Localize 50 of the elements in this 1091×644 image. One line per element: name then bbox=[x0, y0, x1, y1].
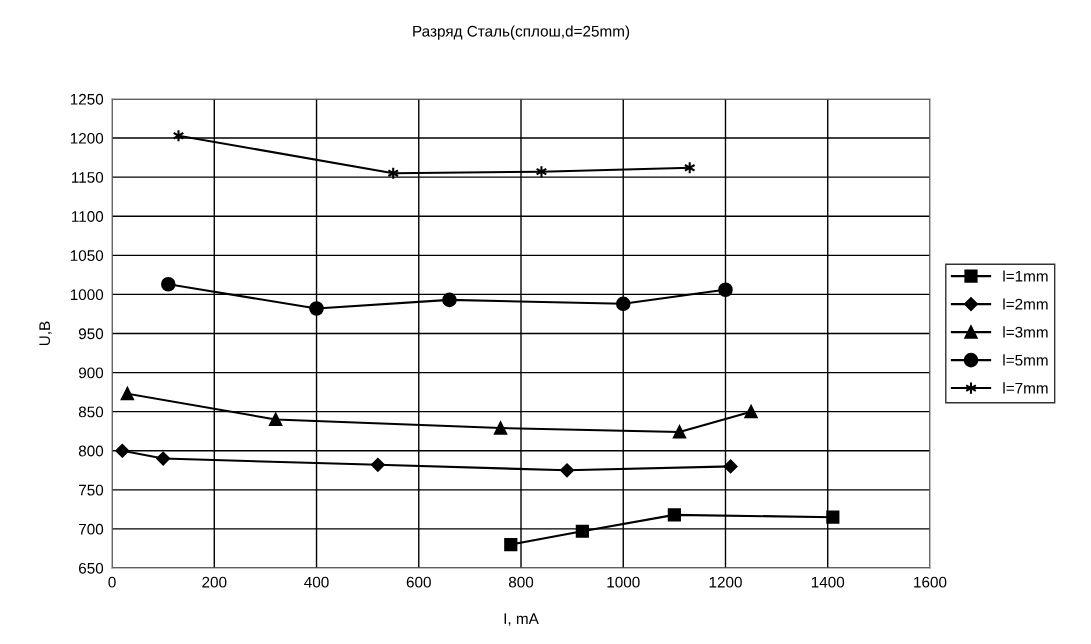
legend-label: l=2mm bbox=[1003, 298, 1048, 310]
y-tick-label: 1200 bbox=[70, 132, 104, 144]
point bbox=[370, 457, 385, 472]
point bbox=[269, 412, 283, 427]
point bbox=[672, 425, 687, 439]
x-tick-label: 400 bbox=[304, 576, 329, 588]
point bbox=[718, 282, 733, 298]
y-tick-label: 950 bbox=[78, 328, 104, 340]
point bbox=[172, 129, 185, 143]
point bbox=[723, 459, 738, 474]
legend-label: l=5mm bbox=[1003, 354, 1048, 366]
legend-label: l=1mm bbox=[1003, 270, 1048, 282]
x-tick-label: 1400 bbox=[811, 576, 845, 588]
point bbox=[504, 537, 518, 552]
y-tick-label: 850 bbox=[78, 406, 104, 418]
x-tick-label: 1200 bbox=[709, 576, 742, 588]
point bbox=[160, 276, 176, 292]
x-tick-label: 800 bbox=[508, 576, 534, 588]
y-tick-label: 1250 bbox=[70, 93, 104, 105]
legend-label: l=7mm bbox=[1003, 382, 1048, 394]
point bbox=[120, 387, 134, 401]
point bbox=[156, 451, 171, 466]
point bbox=[309, 301, 324, 316]
x-tick-label: 600 bbox=[406, 576, 431, 588]
point bbox=[442, 292, 457, 308]
y-tick-label: 1150 bbox=[72, 172, 104, 183]
x-axis-title: I, mA bbox=[504, 613, 539, 626]
y-tick-label: 1050 bbox=[70, 250, 104, 262]
legend-label: l=3mm bbox=[1003, 326, 1048, 338]
point bbox=[615, 296, 631, 312]
y-tick-label: 750 bbox=[79, 484, 104, 496]
point bbox=[560, 463, 574, 478]
y-tick-label: 1100 bbox=[72, 211, 104, 222]
y-axis-title: U,B bbox=[39, 321, 52, 346]
point bbox=[115, 443, 130, 458]
x-tick-label: 1600 bbox=[914, 576, 947, 588]
y-tick-label: 800 bbox=[78, 445, 104, 457]
point bbox=[667, 508, 681, 522]
y-tick-label: 900 bbox=[78, 367, 104, 379]
x-tick-label: 200 bbox=[202, 576, 227, 588]
point bbox=[744, 405, 758, 419]
chart-title: Разряд Сталь(сплош,d=25mm) bbox=[413, 25, 630, 40]
y-tick-label: 650 bbox=[79, 562, 104, 574]
point bbox=[826, 510, 840, 524]
x-tick-label: 1000 bbox=[607, 576, 640, 588]
x-tick-label: 0 bbox=[108, 576, 116, 588]
point bbox=[575, 524, 589, 538]
y-tick-label: 700 bbox=[79, 523, 104, 535]
y-tick-label: 1000 bbox=[70, 289, 104, 301]
point bbox=[493, 421, 508, 435]
